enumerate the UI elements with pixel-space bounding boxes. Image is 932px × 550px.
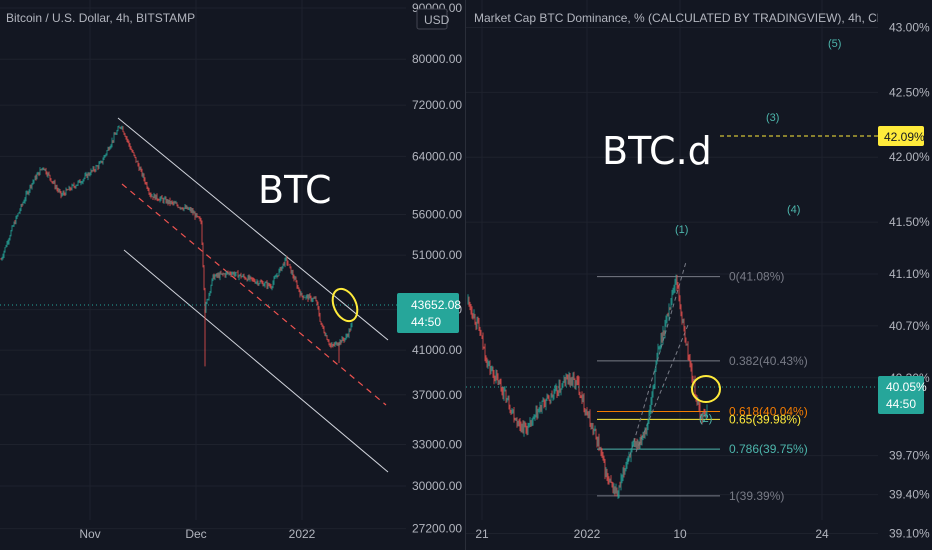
btcd-y-tick-label: 39.70%	[889, 449, 930, 463]
btcd-current-value: 40.05%	[886, 380, 927, 394]
btcd-big-label: BTC.d	[602, 129, 712, 173]
fib-level-label: 0.65(39.98%)	[729, 412, 801, 426]
wave-label-5: (5)	[828, 38, 841, 50]
btc-channel[interactable]	[117, 117, 389, 473]
btc-x-tick-label: Nov	[79, 527, 100, 541]
wave-label-3: (3)	[766, 112, 779, 124]
target-tag	[878, 126, 924, 146]
btc-candles	[0, 125, 353, 367]
btc-y-tick-label: 51000.00	[412, 248, 462, 262]
btcd-x-tick-label: 24	[815, 527, 829, 541]
btcd-y-axis-bg	[878, 0, 932, 550]
btc-current-price: 43652.08	[411, 298, 461, 312]
btcd-x-tick-label: 2022	[574, 527, 601, 541]
btc-grid	[0, 0, 406, 530]
btc-highlight-circle[interactable]	[328, 285, 362, 325]
btc-big-label: BTC	[258, 168, 332, 212]
currency-badge[interactable]	[416, 8, 448, 30]
fib-level-label: 0.786(39.75%)	[729, 442, 808, 456]
fib-level-label: 0.382(40.43%)	[729, 354, 808, 368]
currency-label: USD	[424, 13, 450, 27]
btcd-pane[interactable]: 0(41.08%) 0.382(40.43%) 0.618(40.04%)0.65(…	[466, 0, 932, 550]
btc-y-tick-label: 33000.00	[412, 438, 462, 452]
btcd-x-tick-label: 21	[475, 527, 489, 541]
btc-x-axis: Nov Dec 2022	[79, 527, 315, 541]
btc-pane[interactable]: Bitcoin / U.S. Dollar, 4h, BITSTAMP BTC …	[0, 0, 462, 541]
btcd-chart-title: Market Cap BTC Dominance, % (CALCULATED …	[474, 11, 918, 25]
target-value: 42.09%	[884, 130, 925, 144]
btcd-countdown: 44:50	[886, 397, 916, 411]
btc-y-tick-label: 37000.00	[412, 388, 462, 402]
btcd-grid	[466, 0, 878, 535]
wave-labels: (1) (2) (3) (4) (5)	[675, 38, 841, 425]
btcd-highlight-circle[interactable]	[691, 375, 721, 403]
channel-lower-line[interactable]	[123, 249, 389, 473]
btcd-y-tick-label: 42.00%	[889, 150, 930, 164]
btc-x-tick-label: 2022	[289, 527, 316, 541]
fib-level-label: 0(41.08%)	[729, 270, 784, 284]
btcd-y-tick-label: 39.40%	[889, 488, 930, 502]
btcd-y-tick-label: 41.10%	[889, 267, 930, 281]
btcd-candles	[467, 274, 708, 499]
btc-y-tick-label: 72000.00	[412, 98, 462, 112]
btcd-y-tick-label: 41.50%	[889, 215, 930, 229]
btc-x-tick-label: Dec	[185, 527, 206, 541]
btc-y-tick-label: 41000.00	[412, 343, 462, 357]
btc-y-tick-label: 30000.00	[412, 479, 462, 493]
btc-chart-title: Bitcoin / U.S. Dollar, 4h, BITSTAMP	[6, 11, 195, 25]
btc-countdown: 44:50	[411, 315, 441, 329]
btcd-x-axis: 21 2022 10 24	[475, 527, 829, 541]
btc-price-tag	[397, 293, 459, 333]
btcd-y-tick-label: 39.10%	[889, 527, 930, 541]
btcd-y-tick-label: 43.00%	[889, 20, 930, 34]
btc-y-tick-label: 64000.00	[412, 149, 462, 163]
btc-y-tick-label: 27200.00	[412, 522, 462, 536]
wave-label-2: (2)	[699, 413, 712, 425]
btcd-price-tag	[878, 376, 924, 414]
btcd-y-axis: 43.00%42.50%42.00%41.50%41.10%40.70%40.3…	[889, 20, 930, 540]
btc-y-tick-label: 80000.00	[412, 52, 462, 66]
fib-retracement[interactable]: 0(41.08%) 0.382(40.43%) 0.618(40.04%)0.65(…	[597, 270, 808, 503]
wave-label-4: (4)	[787, 204, 800, 216]
fib-level-label: 0.618(40.04%)	[729, 405, 808, 419]
btcd-x-tick-label: 10	[673, 527, 687, 541]
btc-y-tick-label: 56000.00	[412, 207, 462, 221]
wave-label-1: (1)	[675, 224, 688, 236]
btcd-y-tick-label: 42.50%	[889, 85, 930, 99]
channel-mid-line[interactable]	[121, 183, 387, 406]
btcd-y-tick-label: 40.70%	[889, 319, 930, 333]
channel-upper-line[interactable]	[117, 117, 389, 341]
fib-level-label: 1(39.39%)	[729, 489, 784, 503]
